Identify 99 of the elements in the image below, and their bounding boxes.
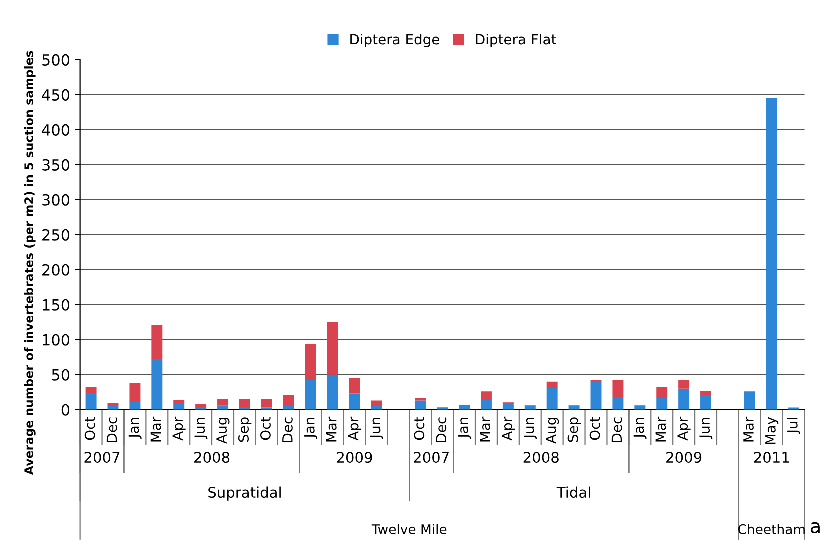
x-tick-label: Jan: [458, 418, 472, 439]
y-tick-label: 400: [42, 124, 70, 136]
bar: [152, 325, 163, 360]
bar: [327, 322, 338, 375]
x-tick-label: Jun: [194, 418, 208, 440]
x-tick-label: Aug: [216, 418, 230, 444]
x-tick-label: Sep: [568, 418, 582, 442]
text: 2007: [84, 452, 120, 464]
bar: [744, 392, 756, 410]
x-tick-label: Jan: [128, 418, 142, 439]
legend-label: Diptera Edge: [350, 34, 440, 48]
x-tick-label: Apr: [348, 416, 362, 441]
bar: [130, 402, 141, 410]
bar: [678, 388, 690, 410]
bar: [174, 400, 185, 404]
bar: [349, 378, 360, 394]
text: 2011: [754, 452, 790, 464]
x-tick-label: Jan: [304, 418, 318, 439]
x-tick-label: Mar: [480, 416, 491, 442]
text: a: [810, 522, 820, 534]
bar: [590, 381, 602, 410]
bar: [502, 402, 514, 410]
bar: [612, 397, 624, 410]
x-tick-label: Mar: [326, 416, 337, 442]
bar: [261, 399, 272, 408]
bar: [305, 344, 316, 380]
x-tick-label: Dec: [106, 418, 118, 442]
text: Tidal: [556, 486, 590, 498]
y-tick-label: 50: [52, 369, 70, 381]
x-tick-label: Oct: [590, 417, 600, 440]
y-tick-label: 100: [43, 334, 70, 346]
x-tick-label: Jan: [634, 418, 647, 439]
y-tick-label: 450: [42, 89, 70, 101]
bar: [86, 393, 97, 410]
bar: [218, 399, 229, 406]
y-tick-label: 250: [42, 229, 70, 241]
bar: [327, 374, 338, 410]
x-tick-label: Mar: [744, 416, 754, 442]
bar: [678, 380, 690, 389]
text: 2009: [666, 452, 702, 464]
x-tick-label: Oct: [260, 417, 271, 440]
bar: [349, 394, 360, 410]
x-tick-label: Dec: [436, 418, 447, 442]
bar: [546, 388, 558, 410]
x-tick-label: Apr: [678, 416, 691, 441]
bar: [415, 398, 426, 401]
bar: [239, 399, 250, 408]
x-tick-label: Jun: [370, 418, 384, 440]
text: Supratidal: [208, 486, 281, 501]
x-tick-label: Oct: [84, 417, 96, 440]
x-tick-label: Jul: [787, 418, 800, 434]
y-tick-label: 200: [42, 264, 70, 276]
text: Twelve Mile: [372, 524, 447, 534]
x-tick-label: Jun: [700, 418, 713, 440]
x-tick-label: Dec: [612, 418, 622, 442]
y-tick-label: 0: [62, 404, 70, 416]
x-tick-label: Apr: [172, 416, 186, 441]
text: 2009: [337, 452, 372, 464]
bar: [700, 395, 712, 410]
text: Cheetham: [738, 524, 805, 534]
bar: [86, 387, 97, 394]
bar: [480, 392, 492, 400]
bar: [524, 406, 536, 410]
bar: [108, 404, 119, 406]
bar: [700, 390, 712, 396]
bar: [283, 395, 294, 406]
bar: [568, 406, 580, 410]
x-tick-label: May: [766, 417, 779, 444]
x-tick-label: Apr: [502, 416, 516, 441]
bar: [612, 380, 624, 398]
bar: [766, 98, 778, 410]
x-tick-label: Sep: [238, 418, 252, 442]
legend-label: Diptera Flat: [476, 34, 556, 48]
bar: [218, 406, 229, 410]
bar: [480, 400, 492, 410]
bar: [634, 406, 646, 410]
bar: [415, 400, 426, 410]
x-tick-label: Aug: [546, 418, 560, 444]
text: 2008: [194, 452, 230, 464]
bar: [546, 382, 558, 388]
x-tick-label: Oct: [414, 417, 425, 440]
text: 2008: [524, 452, 559, 464]
y-axis-title: Average number of invertebrates (per m2) in 5 suction samples: [24, 51, 36, 476]
x-tick-label: Dec: [282, 418, 293, 442]
bar: [371, 400, 382, 406]
bar: [656, 398, 668, 410]
y-tick-label: 500: [42, 54, 70, 66]
bar: [305, 380, 316, 410]
text: 2007: [414, 452, 449, 464]
y-tick-label: 350: [42, 159, 70, 171]
bar: [152, 359, 163, 410]
x-tick-label: Mar: [150, 416, 162, 442]
x-tick-label: Mar: [656, 416, 666, 442]
bar: [174, 404, 185, 410]
bar: [130, 383, 141, 402]
x-tick-label: Jun: [524, 418, 537, 440]
bar: [656, 387, 668, 398]
y-tick-label: 150: [43, 299, 70, 311]
y-tick-label: 300: [42, 194, 70, 206]
